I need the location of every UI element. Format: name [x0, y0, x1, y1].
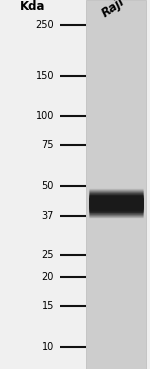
- Text: 50: 50: [42, 181, 54, 191]
- Text: 100: 100: [36, 111, 54, 121]
- Text: 15: 15: [42, 301, 54, 311]
- Text: 10: 10: [42, 342, 54, 352]
- Text: 37: 37: [42, 211, 54, 221]
- Text: 250: 250: [35, 20, 54, 30]
- Text: Kda: Kda: [20, 0, 46, 13]
- Text: 20: 20: [42, 272, 54, 282]
- Text: 150: 150: [36, 71, 54, 81]
- Bar: [86, 0, 146, 369]
- Text: 75: 75: [42, 140, 54, 150]
- Text: Raji: Raji: [99, 0, 127, 20]
- Text: 25: 25: [42, 250, 54, 260]
